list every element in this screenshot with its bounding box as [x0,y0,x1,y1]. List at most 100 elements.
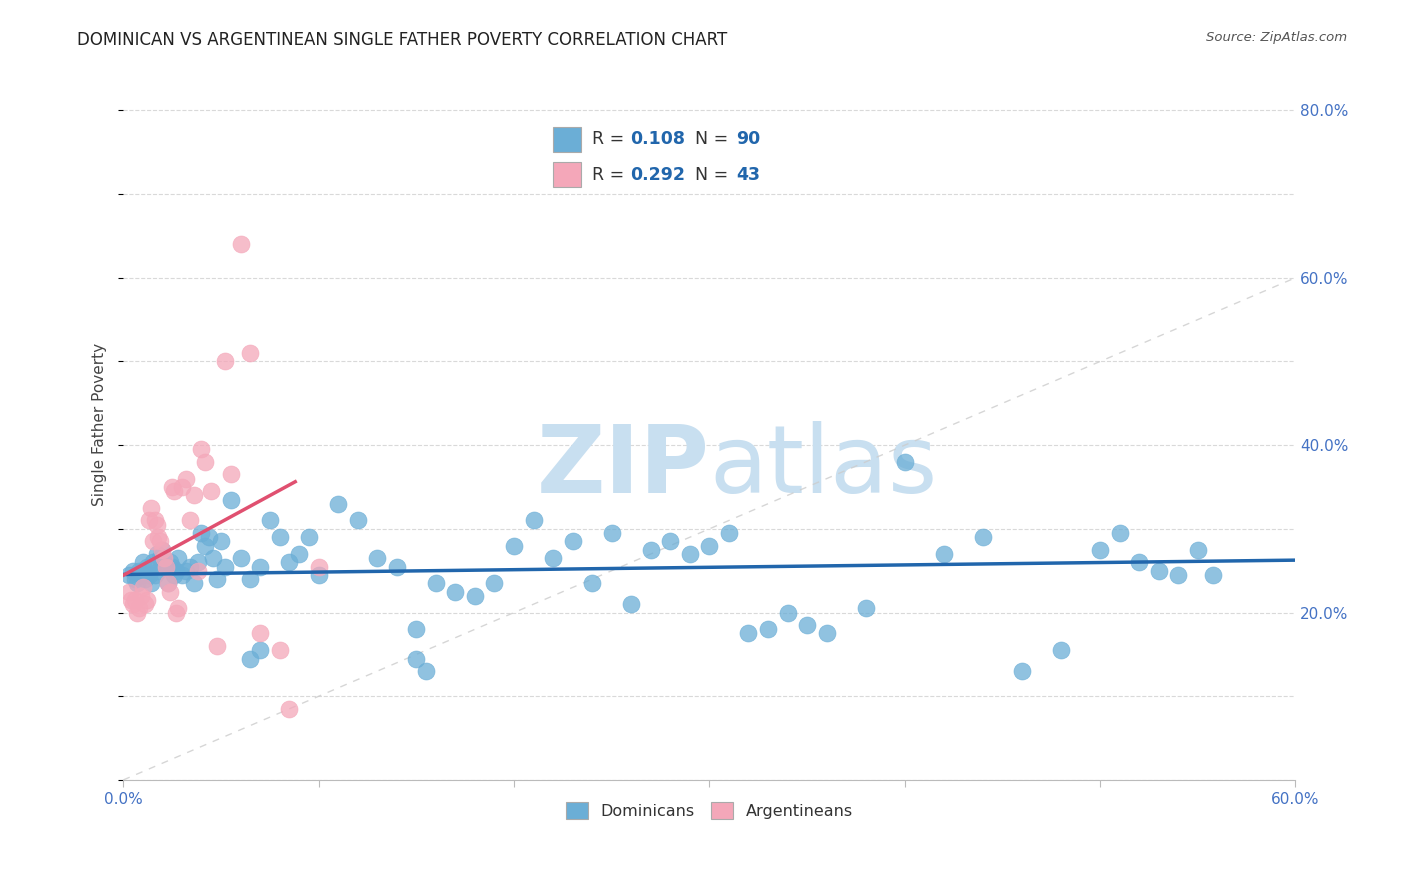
Point [259,514,281,528]
Point [239,651,262,665]
Point [122,564,145,578]
Text: Source: ZipAtlas.com: Source: ZipAtlas.com [1206,31,1347,45]
Point [132,581,155,595]
Point [679,547,702,561]
Text: atlas: atlas [710,421,938,513]
Point [183,576,205,591]
Point [200,484,222,499]
Point [425,576,447,591]
Point [138,514,160,528]
Point [179,559,201,574]
Point [249,626,271,640]
Point [405,651,427,665]
Point [167,551,190,566]
Point [444,584,467,599]
Point [159,584,181,599]
Point [122,597,145,611]
Point [239,572,262,586]
Point [142,534,165,549]
Point [972,530,994,544]
Point [143,514,166,528]
Point [219,492,242,507]
Point [174,564,197,578]
Point [157,576,180,591]
Point [160,480,183,494]
Point [129,589,152,603]
Text: ZIP: ZIP [537,421,710,513]
Point [209,534,232,549]
Point [659,534,682,549]
Point [1088,542,1111,557]
Point [385,559,408,574]
Point [308,567,330,582]
Point [120,593,142,607]
Point [249,643,271,657]
Point [855,601,877,615]
Point [815,626,838,640]
Point [415,664,437,678]
Point [1147,564,1170,578]
Point [142,555,165,569]
Point [229,551,252,566]
Point [153,551,176,566]
Point [150,542,173,557]
Point [205,639,228,653]
Point [128,564,150,578]
Point [179,514,201,528]
Point [269,643,291,657]
Point [308,559,330,574]
Point [484,576,506,591]
Point [128,601,150,615]
Point [170,567,193,582]
Point [278,555,301,569]
Point [148,530,170,544]
Point [699,539,721,553]
Point [132,555,155,569]
Point [129,567,152,582]
Point [159,555,181,569]
Point [1050,643,1073,657]
Point [202,551,225,566]
Point [190,442,212,457]
Point [328,497,350,511]
Point [149,534,172,549]
Point [1128,555,1150,569]
Point [249,559,271,574]
Point [145,547,167,561]
Point [1108,526,1130,541]
Point [796,618,818,632]
Point [149,551,172,566]
Point [1202,567,1225,582]
Point [214,354,236,368]
Point [190,526,212,541]
Point [561,534,583,549]
Y-axis label: Single Father Poverty: Single Father Poverty [93,343,107,506]
Point [522,514,544,528]
Point [139,500,162,515]
Point [186,555,208,569]
Point [503,539,526,553]
Point [163,484,186,499]
Point [737,626,759,640]
Point [174,472,197,486]
Point [541,551,564,566]
Point [219,467,242,482]
Point [278,702,301,716]
Point [139,576,162,591]
Point [366,551,388,566]
Point [717,526,740,541]
Point [150,542,173,557]
Point [229,237,252,252]
Point [163,567,186,582]
Point [288,547,311,561]
Point [143,567,166,582]
Point [135,559,157,574]
Point [405,622,427,636]
Point [155,559,177,574]
Point [464,589,486,603]
Point [124,593,146,607]
Point [581,576,603,591]
Point [134,572,156,586]
Point [183,488,205,502]
Point [135,593,157,607]
